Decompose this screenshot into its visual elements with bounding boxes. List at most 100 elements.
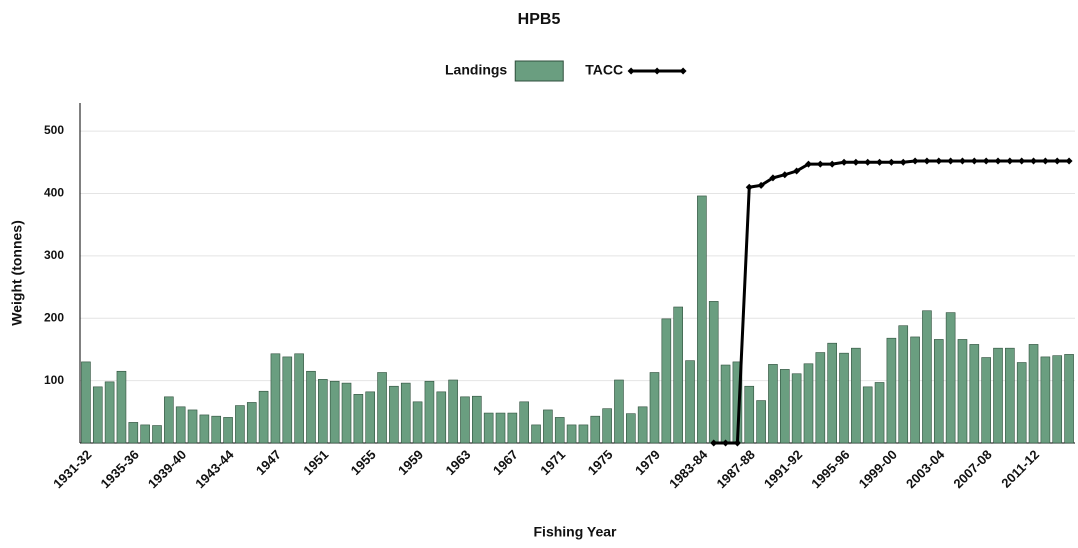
bar: [981, 357, 991, 444]
bar: [81, 361, 91, 444]
legend-marker: [679, 67, 687, 75]
bar: [922, 310, 932, 444]
bar: [365, 391, 376, 444]
bar: [175, 406, 186, 444]
x-tick-label: 2011-12: [998, 447, 1042, 491]
bar: [211, 415, 222, 444]
bar: [1064, 354, 1074, 444]
x-tick-label: 1971: [537, 447, 568, 478]
bar: [341, 382, 352, 444]
line-marker: [970, 157, 978, 165]
bar: [1052, 355, 1063, 444]
bar: [235, 405, 245, 444]
bar: [187, 409, 198, 444]
x-tick-label: 2007-08: [950, 447, 994, 491]
bar: [306, 370, 316, 444]
bar: [128, 422, 139, 444]
line-marker: [710, 439, 718, 447]
line-marker: [804, 160, 812, 168]
bar: [152, 425, 162, 444]
x-tick-label: 1995-96: [808, 447, 852, 491]
y-tick-label: 400: [44, 186, 64, 200]
x-tick-label: 1963: [442, 447, 473, 478]
bar: [164, 396, 174, 444]
bar: [957, 339, 968, 444]
x-axis-label: Fishing Year: [534, 524, 618, 540]
line-marker: [1041, 157, 1049, 165]
bar: [945, 312, 956, 444]
bar: [602, 408, 612, 444]
bar: [223, 417, 233, 444]
bar: [839, 352, 849, 444]
line-marker: [899, 158, 907, 166]
bar: [720, 364, 731, 444]
bar: [862, 386, 873, 444]
bar: [543, 409, 553, 444]
x-tick-label: 1931-32: [50, 447, 94, 491]
legend-marker: [653, 67, 661, 75]
x-tick-label: 2003-04: [903, 446, 948, 491]
bar: [768, 364, 778, 444]
line-marker: [911, 157, 919, 165]
bar: [744, 385, 755, 444]
y-tick-label: 200: [44, 310, 64, 324]
bar: [578, 424, 589, 444]
x-tick-label: 1939-40: [145, 447, 189, 491]
x-tick-label: 1967: [490, 447, 521, 478]
line-marker: [887, 158, 895, 166]
line-marker: [816, 160, 824, 168]
x-tick-label: 1979: [632, 447, 663, 478]
bar: [791, 373, 802, 444]
x-tick-label: 1951: [300, 447, 331, 478]
x-tick-label: 1935-36: [98, 447, 142, 491]
x-tick-label: 1991-92: [761, 447, 805, 491]
line-marker: [828, 160, 836, 168]
x-tick-label: 1975: [585, 447, 616, 478]
line-marker: [923, 157, 931, 165]
bar: [377, 372, 387, 444]
bar: [507, 412, 518, 444]
bar: [412, 401, 423, 444]
bar: [590, 415, 601, 444]
x-tick-label: 1999-00: [856, 447, 900, 491]
line-marker: [781, 171, 789, 179]
bar: [389, 385, 399, 444]
bar: [637, 406, 648, 444]
legend-label: TACC: [585, 62, 623, 78]
line-marker: [1006, 157, 1014, 165]
bar: [519, 401, 529, 444]
bar: [116, 370, 127, 444]
y-tick-label: 300: [44, 248, 64, 262]
bar: [933, 339, 944, 444]
line-marker: [982, 157, 990, 165]
x-tick-label: 1959: [395, 447, 426, 478]
bar: [424, 380, 435, 444]
bar: [566, 424, 577, 444]
bar: [140, 424, 150, 444]
bar: [495, 412, 506, 444]
line-marker: [852, 158, 860, 166]
bar: [554, 417, 565, 444]
bar: [246, 402, 257, 444]
bar: [708, 301, 719, 444]
x-tick-label: 1955: [348, 447, 379, 478]
bar: [1016, 362, 1027, 444]
bar: [353, 394, 364, 444]
y-axis-label: Weight (tonnes): [9, 220, 25, 326]
bar: [874, 382, 885, 444]
bar: [886, 337, 897, 444]
line-marker: [947, 157, 955, 165]
x-tick-label: 1983-84: [666, 446, 711, 491]
line-marker: [722, 439, 730, 447]
line-marker: [769, 174, 777, 182]
line-marker: [958, 157, 966, 165]
bar: [329, 380, 340, 444]
bar: [294, 353, 304, 444]
line-marker: [840, 158, 848, 166]
bar: [851, 347, 861, 444]
line-marker: [864, 158, 872, 166]
x-tick-label: 1947: [253, 447, 284, 478]
bar: [1040, 356, 1051, 444]
bar: [448, 379, 458, 444]
